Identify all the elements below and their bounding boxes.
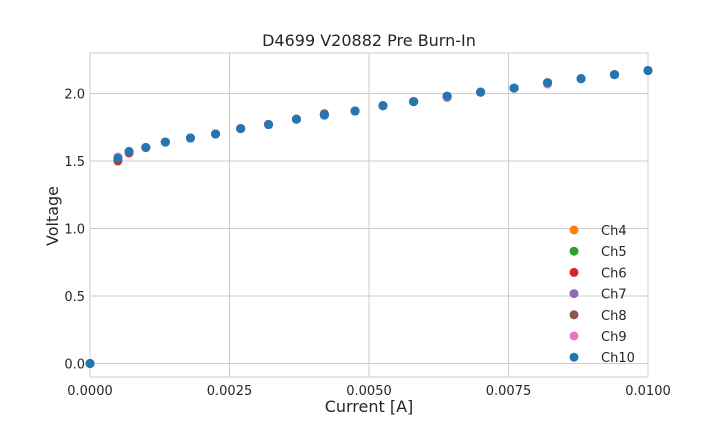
data-point — [236, 124, 246, 134]
legend-marker — [569, 289, 579, 299]
grid-lines — [89, 53, 649, 377]
data-point — [211, 129, 221, 139]
legend: Ch4 Ch5 Ch6 Ch7 Ch8 Ch9 Ch10 — [569, 224, 635, 366]
x-tick-label: 0.0100 — [625, 384, 671, 399]
legend-marker — [569, 225, 579, 235]
data-point — [576, 74, 586, 84]
data-point — [185, 133, 195, 143]
data-point — [124, 147, 134, 157]
y-tick-label: 1.0 — [64, 223, 85, 238]
data-points — [85, 66, 653, 368]
x-axis-label: Current [A] — [325, 397, 414, 416]
data-point — [509, 83, 519, 93]
legend-marker — [569, 352, 579, 362]
data-point — [610, 70, 620, 80]
data-point — [350, 106, 360, 116]
data-point — [409, 97, 419, 107]
y-tick-label: 1.5 — [64, 155, 85, 170]
legend-label: Ch10 — [601, 351, 635, 366]
data-point — [291, 114, 301, 124]
legend-marker — [569, 310, 579, 320]
legend-label: Ch7 — [601, 288, 627, 303]
plot-frame — [89, 52, 649, 378]
data-point — [160, 137, 170, 147]
legend-marker — [569, 331, 579, 341]
chart-title: D4699 V20882 Pre Burn-In — [262, 31, 476, 50]
series-ch10 — [85, 66, 653, 368]
data-point — [141, 143, 151, 152]
x-tick-label: 0.0025 — [207, 384, 253, 399]
data-point — [643, 66, 653, 76]
x-tick-label: 0.0075 — [486, 384, 532, 399]
data-point — [113, 153, 123, 163]
data-point — [85, 359, 95, 368]
data-point — [378, 101, 388, 111]
legend-label: Ch9 — [601, 330, 627, 345]
data-point — [442, 91, 452, 101]
legend-label: Ch4 — [601, 224, 627, 239]
tick-labels: 0.0000 0.0025 0.0050 0.0075 0.0100 0.0 0.5 1.0 1… — [64, 88, 670, 400]
legend-label: Ch6 — [601, 266, 627, 281]
legend-label: Ch8 — [601, 309, 627, 324]
legend-marker — [569, 267, 579, 277]
x-tick-label: 0.0000 — [67, 384, 113, 399]
y-tick-label: 2.0 — [64, 88, 85, 103]
legend-marker — [569, 246, 579, 256]
y-axis-label: Voltage — [43, 186, 62, 246]
data-point — [319, 110, 329, 120]
y-tick-label: 0.0 — [64, 358, 85, 373]
x-tick-label: 0.0050 — [346, 384, 392, 399]
y-tick-label: 0.5 — [64, 290, 85, 305]
data-point — [543, 78, 553, 88]
data-point — [264, 120, 274, 130]
data-point — [476, 87, 486, 97]
legend-label: Ch5 — [601, 245, 627, 260]
